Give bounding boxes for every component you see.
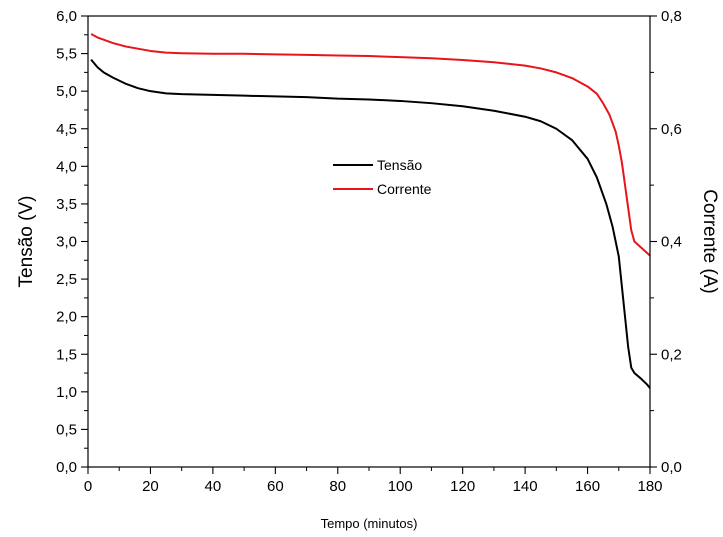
x-tick-label: 0 bbox=[84, 478, 92, 495]
y-right-tick-label: 0,2 bbox=[661, 346, 682, 363]
x-axis-title: Tempo (minutos) bbox=[321, 516, 418, 531]
x-tick-label: 160 bbox=[575, 478, 600, 495]
x-tick-label: 20 bbox=[142, 478, 159, 495]
y-left-tick-label: 4,0 bbox=[56, 158, 77, 175]
series-line-0 bbox=[90, 58, 651, 389]
y-left-tick-label: 3,5 bbox=[56, 196, 77, 213]
y-left-tick-label: 5,0 bbox=[56, 83, 77, 100]
y-left-tick-label: 1,0 bbox=[56, 384, 77, 401]
y-left-tick-label: 4,5 bbox=[56, 121, 77, 138]
y-left-tick-label: 3,0 bbox=[56, 234, 77, 251]
plot-frame bbox=[87, 15, 651, 468]
axis-ticks bbox=[81, 15, 657, 474]
x-tick-label: 140 bbox=[513, 478, 538, 495]
tick-labels: 0 20 40 60 80 100 120 140 160 180 0,0 0,5 1,0 1,5 2,0 2… bbox=[56, 8, 682, 495]
x-tick-label: 40 bbox=[205, 478, 222, 495]
y-left-tick-label: 2,5 bbox=[56, 271, 77, 288]
y-left-tick-label: 2,0 bbox=[56, 309, 77, 326]
y-left-tick-label: 5,5 bbox=[56, 46, 77, 63]
y-axis-left-title: Tensão (V) bbox=[16, 196, 37, 288]
legend: Tensão Corrente bbox=[333, 157, 432, 197]
y-left-tick-label: 0,0 bbox=[56, 459, 77, 476]
plot-lines bbox=[90, 33, 651, 389]
y-left-tick-label: 1,5 bbox=[56, 346, 77, 363]
x-tick-label: 60 bbox=[267, 478, 284, 495]
x-tick-label: 100 bbox=[388, 478, 413, 495]
y-right-tick-label: 0,8 bbox=[661, 8, 682, 25]
y-axis-right-title: Corrente (A) bbox=[699, 189, 720, 294]
series-line-1 bbox=[90, 33, 651, 257]
legend-label-corrente: Corrente bbox=[377, 181, 432, 197]
y-right-tick-label: 0,0 bbox=[661, 459, 682, 476]
y-right-tick-label: 0,6 bbox=[661, 121, 682, 138]
legend-label-tensao: Tensão bbox=[377, 157, 422, 173]
y-left-tick-label: 0,5 bbox=[56, 421, 77, 438]
y-right-tick-label: 0,4 bbox=[661, 234, 682, 251]
x-tick-label: 120 bbox=[450, 478, 475, 495]
x-tick-label: 80 bbox=[329, 478, 346, 495]
y-left-tick-label: 6,0 bbox=[56, 8, 77, 25]
x-tick-label: 180 bbox=[637, 478, 662, 495]
